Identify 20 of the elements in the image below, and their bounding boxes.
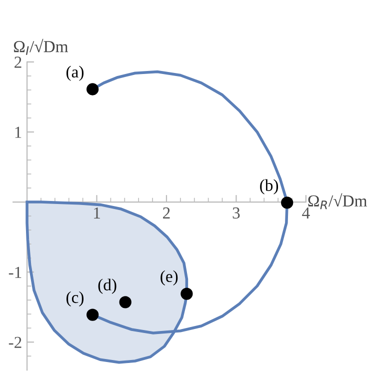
x-tick-label: 3 — [232, 207, 240, 219]
annotation: (d) — [98, 278, 116, 294]
y-tick-label: -2 — [8, 336, 22, 348]
y-tick-label: 1 — [15, 126, 22, 138]
point — [281, 196, 294, 209]
y-axis-title: Ω$_{I}$/√Dm — [14, 38, 68, 55]
x-tick-label: 2 — [163, 207, 170, 218]
annotation: (e) — [160, 270, 178, 286]
point — [86, 308, 99, 321]
annotation: (c) — [66, 291, 84, 306]
y-tick-label: 2 — [14, 56, 22, 68]
x-axis-title: Ω$_{R}$/√Dm — [308, 193, 368, 210]
annotation: (a) — [66, 66, 84, 81]
point — [180, 288, 193, 300]
annotation: (b) — [260, 179, 278, 194]
x-tick-label: 1 — [94, 207, 100, 218]
y-tick-label: -1 — [8, 266, 22, 278]
x-tick-label: 4 — [302, 207, 310, 218]
point — [119, 296, 132, 308]
point — [86, 83, 99, 96]
